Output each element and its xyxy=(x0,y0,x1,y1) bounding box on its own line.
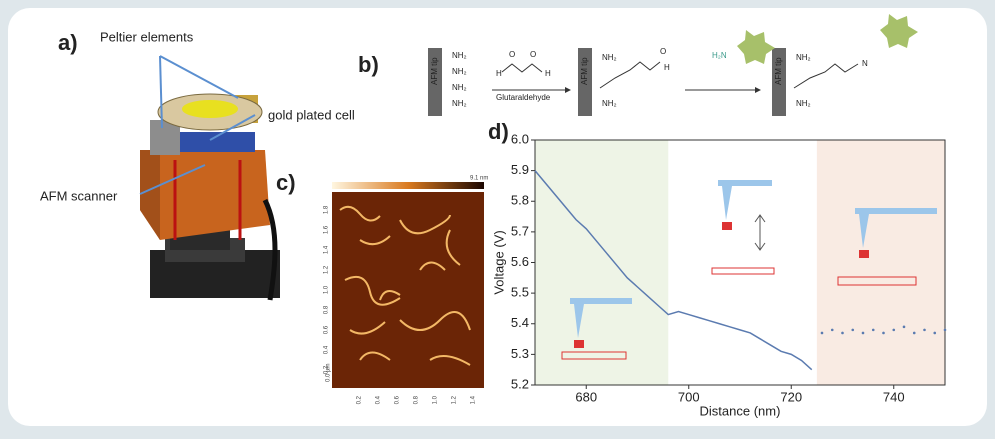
amine: NH₂ xyxy=(796,53,811,62)
reagent: Glutaraldehyde xyxy=(496,93,551,102)
y-tick-label: 5.8 xyxy=(511,193,529,208)
x-tick-label: 0.6 xyxy=(395,395,401,404)
point xyxy=(892,328,896,332)
atom: H xyxy=(664,63,670,72)
y-tick-label: 1.2 xyxy=(324,265,330,274)
x-tick-label: 0.2 xyxy=(357,395,363,404)
surface xyxy=(561,351,627,360)
y-tick-label: 5.2 xyxy=(511,376,529,391)
x-tick-label: 740 xyxy=(883,389,905,404)
atom: O xyxy=(530,50,536,59)
x-tick-label: 1.0 xyxy=(433,395,439,404)
atom: O xyxy=(509,50,515,59)
y-tick-label: 1.6 xyxy=(324,225,330,234)
atom: N xyxy=(862,59,868,68)
cantilever xyxy=(570,298,632,338)
point xyxy=(851,328,855,332)
callout: gold plated cell xyxy=(268,107,355,122)
y-tick-label: 5.7 xyxy=(511,223,529,238)
x-tick-label: 0.8 xyxy=(414,395,420,404)
shaded-region xyxy=(535,140,669,385)
panel-label: d) xyxy=(488,119,509,144)
point xyxy=(902,325,906,329)
x-tick-label: 1.4 xyxy=(471,395,477,404)
amine: NH₂ xyxy=(452,67,467,76)
y-tick-label: 0.6 xyxy=(324,325,330,334)
amine: NH₂ xyxy=(452,83,467,92)
protein xyxy=(574,340,584,348)
callout: Peltier elements xyxy=(100,29,194,44)
panel-label: b) xyxy=(358,52,379,77)
cantilever xyxy=(718,180,772,220)
colorbar-unit: 9.1 nm xyxy=(470,176,488,182)
atom: O xyxy=(660,47,666,56)
point xyxy=(912,331,916,335)
x-tick-label: 720 xyxy=(780,389,802,404)
y-tick-label: 0.8 xyxy=(324,305,330,314)
amine: NH₂ xyxy=(602,99,617,108)
protein xyxy=(859,250,869,258)
afm-axis-labels: 0.2 0.4 0.6 0.8 1.0 1.2 1.4 0.2 0.4 0.6 0.8 1.0 1.2 1… xyxy=(324,205,477,404)
surface xyxy=(837,276,917,286)
y-tick-label: 5.6 xyxy=(511,254,529,269)
x-tick-label: 1.2 xyxy=(452,395,458,404)
chart: 5.2 5.3 5.4 5.5 5.6 5.7 5.8 5.9 6.0 680 700 720 740 D… xyxy=(491,131,947,418)
data-line xyxy=(534,170,813,371)
amine: NH₂ xyxy=(796,99,811,108)
x-tick-label: 680 xyxy=(575,389,597,404)
y-tick-label: 1.4 xyxy=(324,245,330,254)
afm-illustration xyxy=(139,55,280,301)
protein xyxy=(722,222,732,230)
point xyxy=(923,328,926,332)
point xyxy=(943,328,947,332)
reaction-scheme xyxy=(428,14,918,116)
scale-unit: 0.0 µm xyxy=(326,364,332,382)
amine: NH₂ xyxy=(452,51,467,60)
protein-amine: H₂N xyxy=(712,51,727,60)
atom: H xyxy=(545,69,551,78)
atom: H xyxy=(496,69,502,78)
y-tick-label: 0.4 xyxy=(324,345,330,354)
y-tick-label: 6.0 xyxy=(511,131,529,146)
point xyxy=(933,331,937,335)
tip-label: AFM tip xyxy=(580,57,589,85)
y-tick-label: 1.0 xyxy=(324,285,330,294)
point xyxy=(841,331,844,335)
y-axis-label: Voltage (V) xyxy=(491,230,506,294)
shaded-region xyxy=(816,140,945,385)
y-tick-label: 5.3 xyxy=(511,346,529,361)
panel-label: c) xyxy=(276,170,296,195)
y-tick-label: 1.8 xyxy=(324,205,330,214)
afm-image xyxy=(332,182,484,388)
tip-label: AFM tip xyxy=(774,57,783,85)
y-tick-label: 0.2 xyxy=(324,365,330,374)
point xyxy=(830,328,834,332)
x-axis-label: Distance (nm) xyxy=(700,403,781,418)
y-tick-label: 5.4 xyxy=(511,315,529,330)
x-tick-label: 700 xyxy=(678,389,700,404)
y-tick-label: 5.9 xyxy=(511,162,529,177)
double-arrow xyxy=(754,214,766,251)
point xyxy=(861,331,865,335)
x-tick-label: 0.4 xyxy=(376,395,382,404)
callout: AFM scanner xyxy=(40,188,118,203)
point xyxy=(871,328,875,332)
amine: NH₂ xyxy=(602,53,617,62)
point xyxy=(820,331,824,335)
y-tick-label: 5.5 xyxy=(511,285,529,300)
amine: NH₂ xyxy=(452,99,467,108)
tip-label: AFM tip xyxy=(430,57,439,85)
panel-label: a) xyxy=(58,30,78,55)
cantilever xyxy=(855,208,937,248)
point xyxy=(882,331,885,335)
surface xyxy=(711,267,775,275)
